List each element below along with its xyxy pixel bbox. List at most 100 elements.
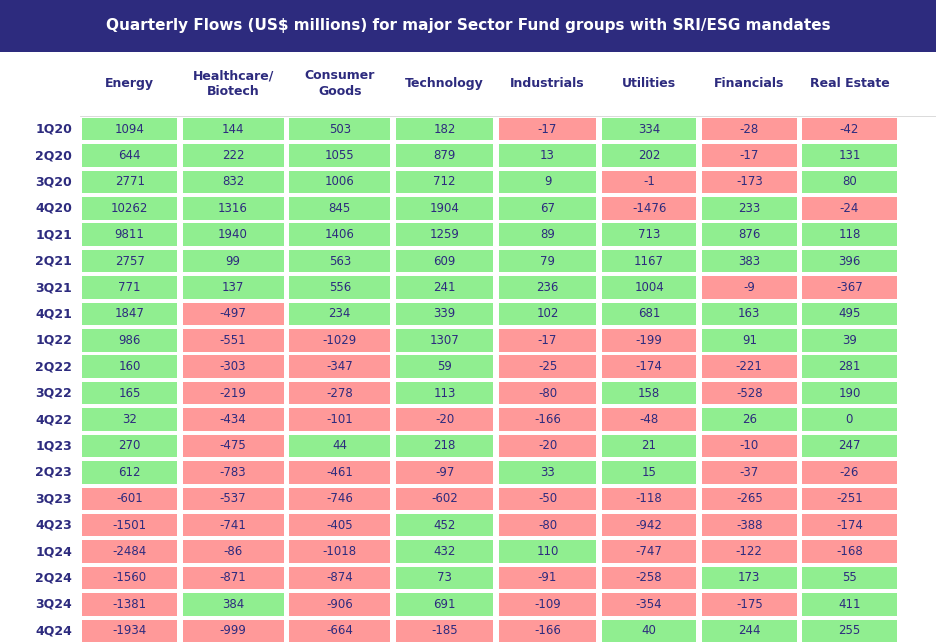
Text: -528: -528 (736, 386, 763, 400)
Bar (396, 567, 493, 589)
Bar (289, 223, 390, 246)
Bar (499, 223, 596, 246)
Text: -86: -86 (224, 545, 242, 558)
Text: -602: -602 (431, 492, 458, 506)
Text: -185: -185 (431, 624, 458, 638)
Text: 67: 67 (540, 202, 555, 215)
Text: 1Q24: 1Q24 (36, 545, 72, 558)
Bar (702, 540, 797, 563)
Bar (602, 435, 696, 457)
Bar (602, 223, 696, 246)
Bar (802, 382, 897, 404)
Text: -551: -551 (220, 334, 246, 347)
Bar (499, 620, 596, 642)
Bar (82, 435, 177, 457)
Text: 40: 40 (642, 624, 656, 638)
Bar (499, 408, 596, 431)
Text: 281: 281 (839, 360, 860, 374)
Bar (702, 355, 797, 378)
Bar (802, 303, 897, 325)
Text: 4Q21: 4Q21 (36, 307, 72, 321)
Bar (289, 329, 390, 352)
Bar (82, 303, 177, 325)
Text: -741: -741 (220, 518, 246, 532)
Text: 80: 80 (842, 175, 856, 189)
Text: -24: -24 (840, 202, 859, 215)
Bar (499, 276, 596, 299)
Bar (289, 382, 390, 404)
Bar (802, 408, 897, 431)
Bar (702, 408, 797, 431)
Bar (396, 276, 493, 299)
Text: -1: -1 (643, 175, 655, 189)
Text: 9: 9 (544, 175, 551, 189)
Text: 158: 158 (638, 386, 660, 400)
Text: 2757: 2757 (115, 254, 144, 268)
Text: 233: 233 (739, 202, 760, 215)
Text: -258: -258 (636, 571, 663, 585)
Text: 556: 556 (329, 281, 351, 294)
Text: 241: 241 (433, 281, 456, 294)
Text: -91: -91 (538, 571, 557, 585)
Text: 3Q20: 3Q20 (36, 175, 72, 189)
Text: -118: -118 (636, 492, 663, 506)
Bar (499, 144, 596, 167)
Text: 73: 73 (437, 571, 452, 585)
Bar (289, 118, 390, 140)
Text: -221: -221 (736, 360, 763, 374)
Bar (499, 250, 596, 272)
Bar (289, 540, 390, 563)
Text: Utilities: Utilities (622, 77, 676, 90)
Text: 845: 845 (329, 202, 351, 215)
Bar (82, 144, 177, 167)
Text: 26: 26 (741, 413, 757, 426)
Bar (183, 567, 284, 589)
Text: 21: 21 (641, 439, 657, 453)
Text: -166: -166 (534, 413, 561, 426)
Text: 244: 244 (738, 624, 761, 638)
Bar (602, 171, 696, 193)
Text: 1Q20: 1Q20 (36, 122, 72, 136)
Text: 270: 270 (119, 439, 140, 453)
Bar (802, 276, 897, 299)
Bar (396, 382, 493, 404)
Text: -1018: -1018 (323, 545, 357, 558)
Bar (183, 329, 284, 352)
Bar (183, 461, 284, 484)
Bar (499, 540, 596, 563)
Bar (702, 118, 797, 140)
Text: 1167: 1167 (634, 254, 665, 268)
Text: 4Q23: 4Q23 (36, 518, 72, 532)
Text: -42: -42 (840, 122, 859, 136)
Text: -601: -601 (116, 492, 143, 506)
Bar (396, 435, 493, 457)
Bar (396, 355, 493, 378)
Text: 432: 432 (433, 545, 456, 558)
Text: 1307: 1307 (430, 334, 460, 347)
Text: -874: -874 (327, 571, 353, 585)
Text: -219: -219 (220, 386, 246, 400)
Text: -2484: -2484 (112, 545, 147, 558)
Bar (396, 408, 493, 431)
Bar (82, 408, 177, 431)
Text: 2Q22: 2Q22 (36, 360, 72, 374)
Text: 118: 118 (839, 228, 860, 242)
Text: 79: 79 (540, 254, 555, 268)
Bar (802, 488, 897, 510)
Bar (802, 593, 897, 616)
Text: -97: -97 (435, 466, 454, 479)
Text: -48: -48 (639, 413, 659, 426)
Text: 236: 236 (536, 281, 559, 294)
Text: -17: -17 (739, 149, 759, 162)
Text: -1381: -1381 (112, 598, 147, 611)
Text: -101: -101 (327, 413, 353, 426)
Text: -461: -461 (327, 466, 353, 479)
Text: 99: 99 (226, 254, 241, 268)
Bar (802, 355, 897, 378)
Bar (702, 567, 797, 589)
Text: 1006: 1006 (325, 175, 355, 189)
Text: 452: 452 (433, 518, 456, 532)
Text: 384: 384 (222, 598, 244, 611)
Text: -174: -174 (636, 360, 663, 374)
Bar (289, 250, 390, 272)
